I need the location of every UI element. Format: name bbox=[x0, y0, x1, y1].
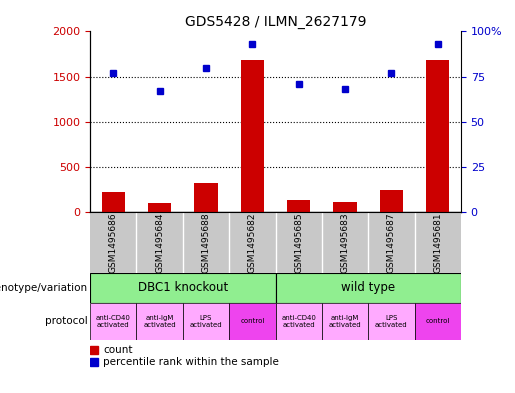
Bar bbox=[229, 303, 276, 340]
Text: wild type: wild type bbox=[341, 281, 396, 294]
Text: count: count bbox=[103, 345, 132, 356]
Text: control: control bbox=[240, 318, 265, 324]
Bar bbox=[334, 202, 356, 212]
Text: DBC1 knockout: DBC1 knockout bbox=[138, 281, 228, 294]
Text: genotype/variation: genotype/variation bbox=[0, 283, 88, 293]
Text: anti-IgM
activated: anti-IgM activated bbox=[143, 315, 176, 328]
Title: GDS5428 / ILMN_2627179: GDS5428 / ILMN_2627179 bbox=[185, 15, 366, 29]
Bar bbox=[322, 303, 368, 340]
Text: control: control bbox=[425, 318, 450, 324]
Bar bbox=[241, 61, 264, 212]
Bar bbox=[368, 303, 415, 340]
Text: anti-IgM
activated: anti-IgM activated bbox=[329, 315, 362, 328]
Text: percentile rank within the sample: percentile rank within the sample bbox=[103, 357, 279, 367]
Bar bbox=[148, 203, 171, 212]
Bar bbox=[90, 303, 136, 340]
Text: LPS
activated: LPS activated bbox=[375, 315, 408, 328]
Bar bbox=[276, 273, 461, 303]
Bar bbox=[90, 273, 276, 303]
Bar bbox=[194, 183, 217, 212]
Bar bbox=[276, 303, 322, 340]
Bar bbox=[183, 303, 229, 340]
Text: GSM1495688: GSM1495688 bbox=[201, 212, 211, 273]
Text: GSM1495683: GSM1495683 bbox=[340, 212, 350, 273]
Bar bbox=[426, 61, 449, 212]
Bar bbox=[287, 200, 310, 212]
Text: GSM1495686: GSM1495686 bbox=[109, 212, 118, 273]
Text: LPS
activated: LPS activated bbox=[190, 315, 222, 328]
Text: GSM1495681: GSM1495681 bbox=[433, 212, 442, 273]
Bar bbox=[136, 303, 183, 340]
Text: protocol: protocol bbox=[45, 316, 88, 326]
Text: GSM1495684: GSM1495684 bbox=[155, 213, 164, 273]
Text: GSM1495682: GSM1495682 bbox=[248, 213, 257, 273]
Text: anti-CD40
activated: anti-CD40 activated bbox=[281, 315, 316, 328]
Bar bbox=[415, 303, 461, 340]
Text: GSM1495687: GSM1495687 bbox=[387, 212, 396, 273]
Bar bbox=[101, 192, 125, 212]
Text: GSM1495685: GSM1495685 bbox=[294, 212, 303, 273]
Bar bbox=[380, 189, 403, 212]
Text: anti-CD40
activated: anti-CD40 activated bbox=[96, 315, 131, 328]
